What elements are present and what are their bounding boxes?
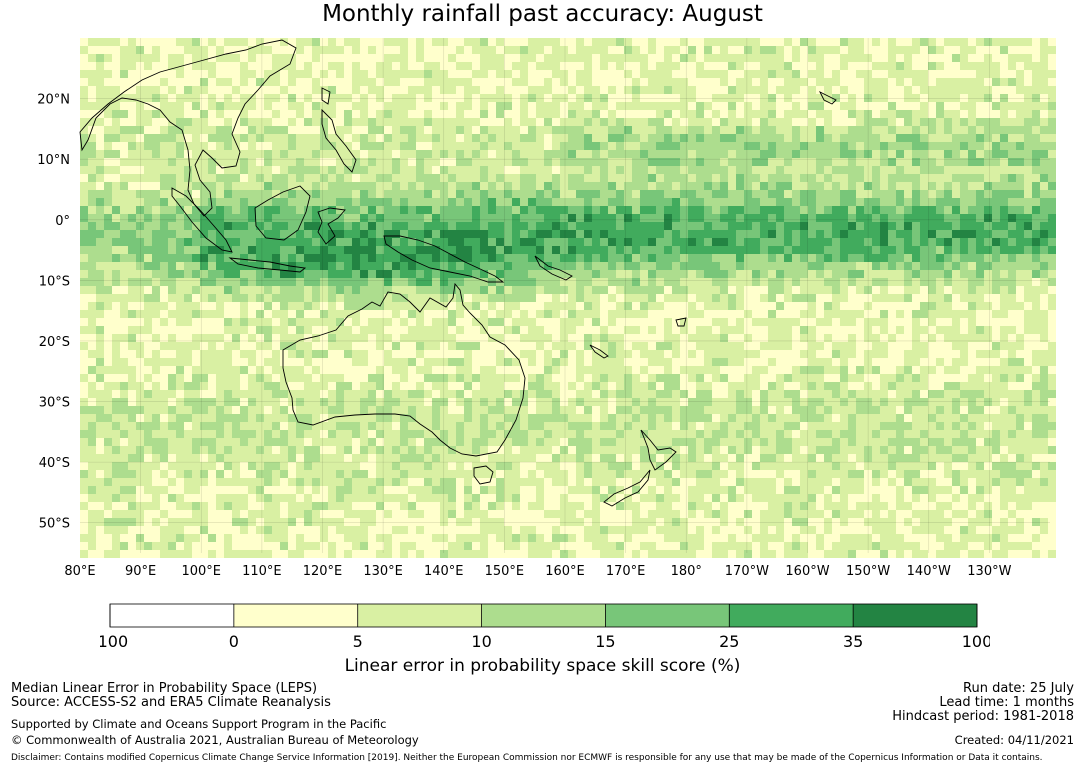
colorbar-tick-label: 100 bbox=[962, 632, 990, 651]
coastline-tasmania bbox=[473, 465, 494, 485]
lon-label: 130°E bbox=[363, 564, 403, 579]
colorbar-swatch bbox=[853, 604, 977, 627]
coastline-new-guinea bbox=[383, 235, 505, 283]
lat-label: 0° bbox=[55, 214, 70, 229]
colorbar-tick-label: -100 bbox=[100, 632, 128, 651]
lon-label: 150°E bbox=[485, 564, 525, 579]
coastline-philippines bbox=[321, 108, 357, 173]
footer-created: Created: 04/11/2021 bbox=[954, 733, 1074, 747]
lat-label: 20°S bbox=[39, 335, 70, 350]
lat-label: 40°S bbox=[39, 456, 70, 471]
colorbar-tick-label: 10 bbox=[471, 632, 491, 651]
footer-hindcast-period: Hindcast period: 1981-2018 bbox=[892, 709, 1074, 724]
coastline-solomon-islands bbox=[534, 255, 573, 281]
lat-label: 10°S bbox=[39, 274, 70, 289]
latitude-labels: 20°N 10°N 0° 10°S 20°S 30°S 40°S 50°S bbox=[37, 93, 70, 532]
lon-label: 130°W bbox=[967, 564, 1011, 579]
coastline-new-caledonia bbox=[589, 344, 609, 359]
coastline-java bbox=[228, 257, 307, 273]
colorbar-tick-label: 5 bbox=[353, 632, 363, 651]
lon-label: 90°E bbox=[125, 564, 156, 579]
coastline-new-zealand-north bbox=[640, 429, 677, 471]
footer-disclaimer: Disclaimer: Contains modified Copernicus… bbox=[11, 753, 1043, 763]
lon-label: 100°E bbox=[181, 564, 221, 579]
chart-title: Monthly rainfall past accuracy: August bbox=[322, 1, 763, 27]
colorbar: -100 0 5 10 15 25 35 100 bbox=[100, 603, 990, 651]
colorbar-tick-label: 0 bbox=[229, 632, 239, 651]
coastline-borneo bbox=[254, 185, 311, 241]
colorbar-tick-label: 35 bbox=[843, 632, 863, 651]
colorbar-swatch bbox=[605, 604, 730, 627]
graticule bbox=[80, 38, 1050, 553]
footer-method: Median Linear Error in Probability Space… bbox=[11, 681, 318, 696]
colorbar-swatch bbox=[110, 604, 234, 627]
coastline-new-zealand-south bbox=[603, 469, 651, 507]
coastline-taiwan bbox=[321, 87, 331, 105]
lon-label: 140°W bbox=[907, 564, 951, 579]
coastline-sumatra bbox=[171, 187, 233, 253]
lon-label: 120°E bbox=[303, 564, 343, 579]
footer-support: Supported by Climate and Oceans Support … bbox=[11, 717, 387, 731]
lon-label: 180° bbox=[671, 564, 702, 579]
footer-run-date: Run date: 25 July bbox=[963, 681, 1074, 696]
coastline-sulawesi bbox=[317, 207, 346, 245]
colorbar-swatch bbox=[729, 604, 854, 627]
lon-label: 160°E bbox=[545, 564, 585, 579]
lon-label: 140°E bbox=[424, 564, 464, 579]
coastline-fiji bbox=[675, 317, 687, 327]
lon-label: 170°E bbox=[606, 564, 646, 579]
colorbar-swatch bbox=[357, 604, 482, 627]
colorbar-swatch bbox=[233, 604, 358, 627]
lon-label: 170°W bbox=[725, 564, 769, 579]
lat-label: 50°S bbox=[39, 517, 70, 532]
colorbar-ticks: -100 0 5 10 15 25 35 100 bbox=[100, 604, 990, 651]
footer-source: Source: ACCESS-S2 and ERA5 Climate Reana… bbox=[11, 695, 331, 710]
lat-label: 20°N bbox=[37, 93, 70, 108]
skill-score-map: 80°E 90°E 100°E 110°E 120°E 130°E 140°E 150°E 16… bbox=[37, 38, 1056, 579]
colorbar-swatches bbox=[109, 603, 978, 628]
lon-label: 80°E bbox=[64, 564, 95, 579]
footer-lead-time: Lead time: 1 months bbox=[939, 695, 1074, 710]
lat-label: 30°S bbox=[39, 396, 70, 411]
colorbar-swatch bbox=[481, 604, 606, 627]
coastlines bbox=[79, 39, 837, 507]
coastline-asia-mainland bbox=[79, 39, 297, 217]
skill-score-field bbox=[80, 38, 1056, 558]
lon-label: 160°W bbox=[785, 564, 829, 579]
coastline-australia bbox=[282, 282, 526, 457]
colorbar-label: Linear error in probability space skill … bbox=[344, 656, 741, 676]
footer-copyright: © Commonwealth of Australia 2021, Austra… bbox=[11, 733, 419, 747]
lon-label: 110°E bbox=[242, 564, 282, 579]
longitude-labels: 80°E 90°E 100°E 110°E 120°E 130°E 140°E 150°E 16… bbox=[64, 564, 1011, 579]
colorbar-tick-label: 25 bbox=[719, 632, 739, 651]
coastline-hawaii bbox=[818, 90, 837, 105]
lat-label: 10°N bbox=[37, 153, 70, 168]
lon-label: 150°W bbox=[846, 564, 890, 579]
colorbar-tick-label: 15 bbox=[595, 632, 615, 651]
